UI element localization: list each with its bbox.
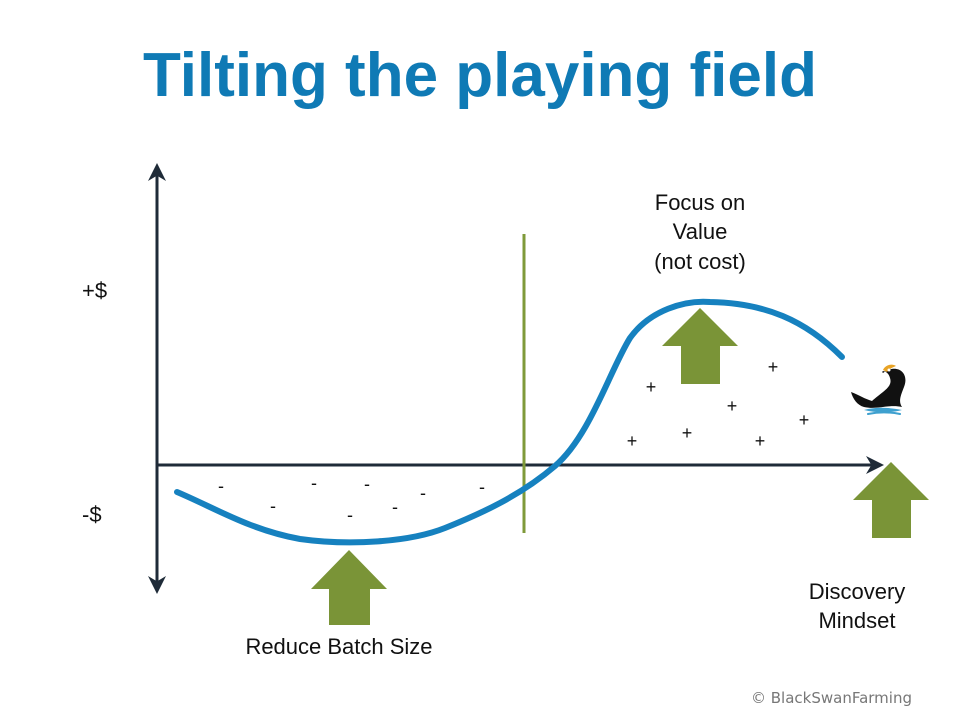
positive-sign: + xyxy=(627,431,638,451)
negative-sign: - xyxy=(420,483,426,503)
positive-sign: + xyxy=(646,377,657,397)
credit-text: © BlackSwanFarming xyxy=(751,689,912,707)
callout-focus-on-value-line-1: Focus on xyxy=(655,190,746,215)
value-curve xyxy=(174,298,845,546)
callout-discovery-mindset-line-2: Mindset xyxy=(818,608,895,633)
slide-title: Tilting the playing field xyxy=(143,41,817,110)
callout-discovery-mindset-line-1: Discovery xyxy=(809,579,906,604)
discovery-mindset-arrow-icon xyxy=(853,462,929,538)
negative-sign: - xyxy=(364,474,370,494)
positive-sign: + xyxy=(768,357,779,377)
axis-label-positive: +$ xyxy=(82,278,107,303)
negative-sign: - xyxy=(311,473,317,493)
axis-label-negative: -$ xyxy=(82,502,102,527)
black-swan-icon xyxy=(851,364,906,415)
positive-sign: + xyxy=(682,423,693,443)
positive-sign: + xyxy=(799,410,810,430)
negative-sign: - xyxy=(270,496,276,516)
callout-reduce-batch-size: Reduce Batch Size xyxy=(245,634,432,659)
callout-focus-on-value-line-2: Value xyxy=(673,219,728,244)
focus-on-value-arrow-icon xyxy=(662,308,738,384)
callout-focus-on-value-line-3: (not cost) xyxy=(654,249,746,274)
positive-sign: + xyxy=(755,431,766,451)
negative-sign: - xyxy=(392,497,398,517)
reduce-batch-size-arrow-icon xyxy=(311,550,387,625)
negative-sign: - xyxy=(218,476,224,496)
positive-sign: + xyxy=(727,396,738,416)
negative-sign: - xyxy=(347,505,353,525)
negative-sign: - xyxy=(479,477,485,497)
